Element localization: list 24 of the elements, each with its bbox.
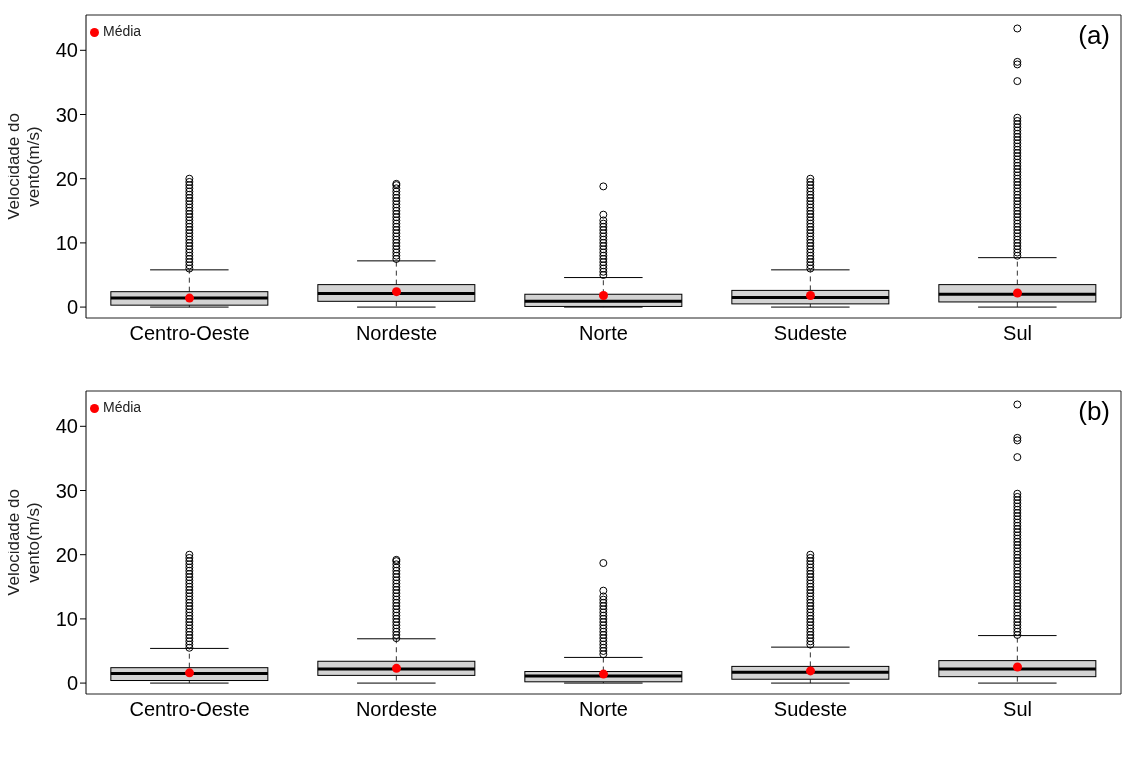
y-tick-label: 0 — [66, 672, 78, 695]
legend-label: Média — [103, 399, 142, 415]
y-tick-label: 0 — [66, 296, 78, 319]
x-tick-label: Centro-Oeste — [129, 698, 250, 721]
y-tick-label: 30 — [55, 103, 78, 126]
y-tick-label: 10 — [55, 231, 78, 254]
x-tick-label: Sudeste — [773, 698, 848, 721]
x-tick-label: Nordeste — [355, 698, 438, 721]
chart-title: (b) — [1078, 396, 1110, 427]
y-tick-label: 20 — [55, 543, 78, 566]
y-tick-label: 20 — [55, 167, 78, 190]
y-tick-label: 10 — [55, 607, 78, 630]
legend-label: Média — [103, 23, 142, 39]
x-tick-label: Sul — [1003, 322, 1032, 345]
x-tick-label: Norte — [579, 698, 628, 721]
x-tick-label: Nordeste — [355, 322, 438, 345]
x-tick-label: Sul — [1003, 698, 1032, 721]
x-tick-label: Sudeste — [773, 322, 848, 345]
chart-title: (a) — [1078, 20, 1110, 51]
y-tick-label: 40 — [55, 39, 78, 62]
x-tick-label: Centro-Oeste — [129, 322, 250, 345]
y-tick-label: 30 — [55, 479, 78, 502]
y-tick-label: 40 — [55, 415, 78, 438]
x-tick-label: Norte — [579, 322, 628, 345]
